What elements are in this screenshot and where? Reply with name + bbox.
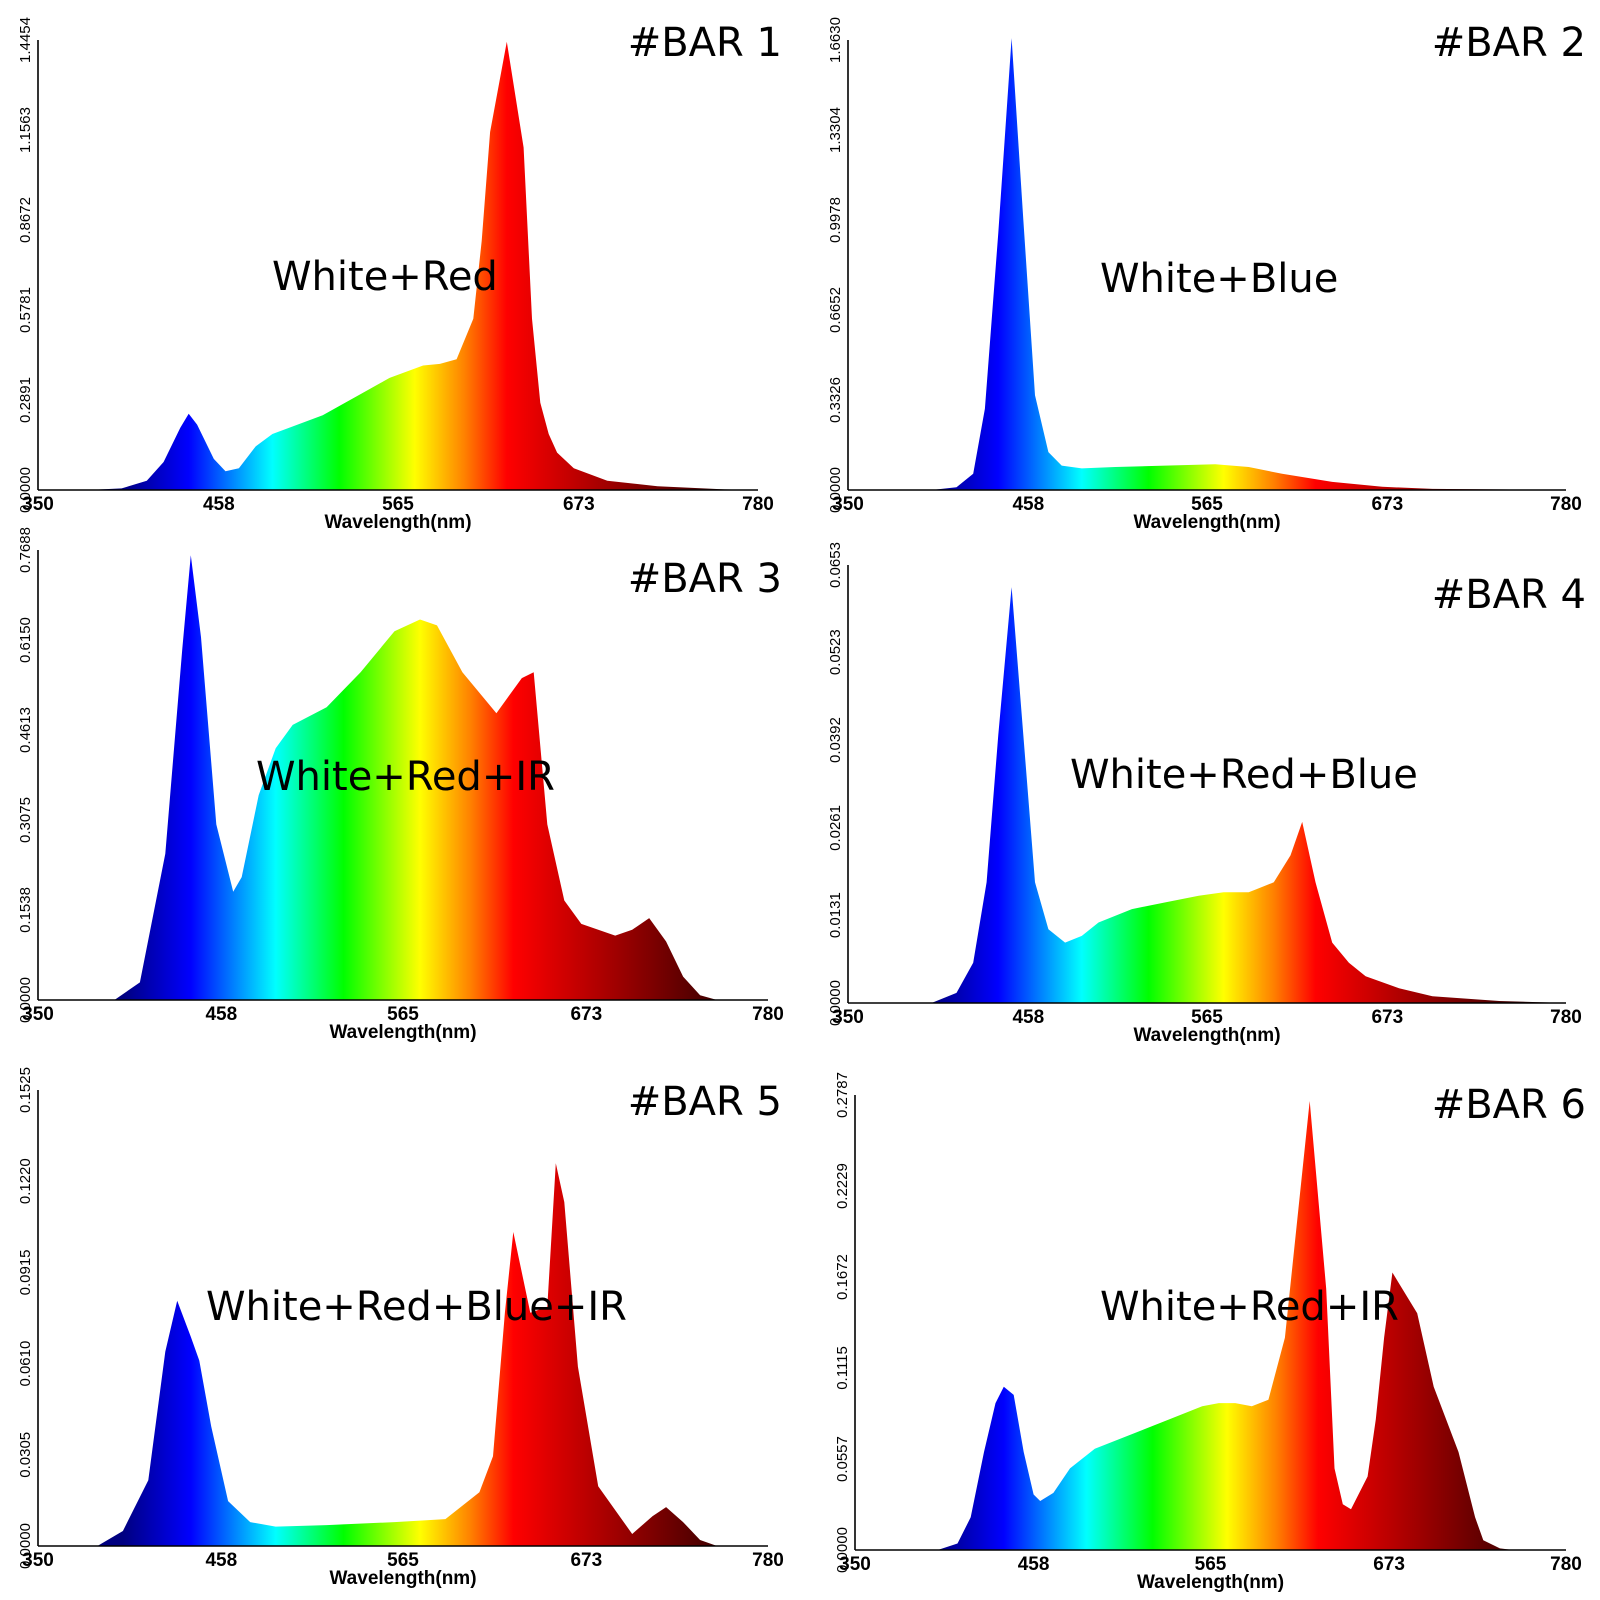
x-axis-label: Wavelength(nm) [1133,1025,1280,1046]
y-tick-label: 0.1220 [17,1158,34,1204]
y-tick-label: 1.4454 [17,17,34,63]
y-tick-label: 0.0915 [17,1249,34,1295]
x-tick-label: 350 [832,1007,864,1028]
spectrum-chart-4: 350 458 565 673 780 0.0000 0.0131 0.0261 0.0392 0… [827,542,1586,1046]
y-tick-label: 0.0000 [827,980,844,1026]
spectrum-area [38,555,768,1000]
spectrum-area [848,38,1566,490]
x-tick-label: 780 [1550,1554,1582,1575]
y-tick-label: 0.0000 [834,1527,851,1573]
x-tick-label: 458 [1018,1554,1050,1575]
x-tick-label: 673 [1371,494,1403,515]
spectrum-label: White+Red [272,254,498,300]
spectrum-area [848,587,1566,1003]
x-tick-label: 780 [1550,494,1582,515]
y-tick-label: 0.0000 [17,1523,34,1569]
x-tick-label: 780 [752,1550,784,1571]
y-tick-label: 0.4613 [17,707,34,753]
y-tick-label: 0.0557 [834,1436,851,1482]
x-tick-label: 780 [742,494,774,515]
x-tick-label: 458 [205,1550,237,1571]
y-tick-label: 0.0392 [827,717,844,763]
y-tick-label: 0.0000 [17,467,34,513]
x-tick-label: 565 [1191,1007,1223,1028]
spectrum-chart-6: 350 458 565 673 780 0.0000 0.0557 0.1115 0.1672 0… [834,1072,1586,1593]
spectrum-chart-3: 350 458 565 673 780 0.0000 0.1538 0.3075 0.4613 0… [17,527,784,1043]
x-tick-label: 458 [203,494,235,515]
y-tick-label: 1.3304 [827,107,844,153]
x-tick-label: 565 [387,1550,419,1571]
y-tick-label: 0.8672 [17,197,34,243]
y-tick-label: 0.0000 [827,467,844,513]
y-tick-label: 0.0523 [827,629,844,675]
spectrum-label: White+Red+Blue [1070,752,1418,798]
y-tick-label: 0.3075 [17,797,34,843]
y-tick-label: 0.0610 [17,1341,34,1387]
y-tick-label: 0.3326 [827,377,844,423]
x-axis-label: Wavelength(nm) [1137,1572,1284,1593]
x-tick-label: 458 [1012,1007,1044,1028]
chart-title: #BAR 4 [1432,572,1586,618]
x-axis-label: Wavelength(nm) [329,1022,476,1043]
y-tick-label: 0.2787 [834,1072,851,1118]
chart-title: #BAR 5 [628,1079,782,1125]
x-tick-label: 673 [570,1004,602,1025]
x-tick-label: 780 [752,1004,784,1025]
y-tick-label: 0.0305 [17,1432,34,1478]
y-tick-label: 0.6652 [827,287,844,333]
chart-title: #BAR 1 [628,20,782,66]
spectrum-label: White+Red+Blue+IR [206,1284,627,1330]
spectrum-label: White+Blue [1100,256,1338,302]
spectrum-area [855,1101,1566,1550]
spectrum-area [38,1163,768,1546]
x-tick-label: 565 [1195,1554,1227,1575]
y-tick-label: 0.1115 [834,1346,851,1390]
y-tick-label: 0.2229 [834,1163,851,1209]
y-tick-label: 0.6150 [17,617,34,663]
y-tick-label: 0.1525 [17,1067,34,1113]
x-axis-label: Wavelength(nm) [329,1568,476,1589]
spectrum-area [38,41,758,490]
x-tick-label: 565 [1191,494,1223,515]
x-tick-label: 565 [387,1004,419,1025]
x-tick-label: 458 [205,1004,237,1025]
chart-title: #BAR 2 [1432,20,1586,66]
y-tick-label: 0.0653 [827,542,844,588]
x-tick-label: 350 [22,1004,54,1025]
y-tick-label: 0.2891 [17,377,34,423]
x-axis-label: Wavelength(nm) [324,512,471,533]
x-tick-label: 350 [22,494,54,515]
y-tick-label: 0.5781 [17,287,34,333]
y-tick-label: 1.1563 [17,107,34,153]
y-tick-label: 1.6630 [827,17,844,63]
x-tick-label: 458 [1012,494,1044,515]
x-tick-label: 350 [839,1554,871,1575]
x-tick-label: 673 [570,1550,602,1571]
x-tick-label: 673 [1373,1554,1405,1575]
spectrum-chart-2: 350 458 565 673 780 0.0000 0.3326 0.6652 0.9978 1… [827,17,1586,533]
x-axis-label: Wavelength(nm) [1133,512,1280,533]
spectrum-label: White+Red+IR [1100,1284,1399,1330]
y-tick-label: 0.1538 [17,887,34,933]
y-tick-label: 0.7688 [17,527,34,573]
x-tick-label: 565 [382,494,414,515]
x-tick-label: 350 [832,494,864,515]
x-tick-label: 780 [1550,1007,1582,1028]
spectrum-label: White+Red+IR [256,754,555,800]
spectrum-chart-5: 350 458 565 673 780 0.0000 0.0305 0.0610 0.0915 0… [17,1067,784,1589]
x-tick-label: 673 [1371,1007,1403,1028]
y-tick-label: 0.0000 [17,977,34,1023]
chart-title: #BAR 3 [628,556,782,602]
x-tick-label: 350 [22,1550,54,1571]
y-tick-label: 0.1672 [834,1254,851,1300]
chart-title: #BAR 6 [1432,1082,1586,1128]
y-tick-label: 0.0261 [827,805,844,851]
spectrum-chart-1: 350 458 565 673 780 0.0000 0.2891 0.5781 0.8672 1… [17,17,782,533]
y-tick-label: 0.0131 [827,892,844,938]
y-tick-label: 0.9978 [827,197,844,243]
x-tick-label: 673 [563,494,595,515]
